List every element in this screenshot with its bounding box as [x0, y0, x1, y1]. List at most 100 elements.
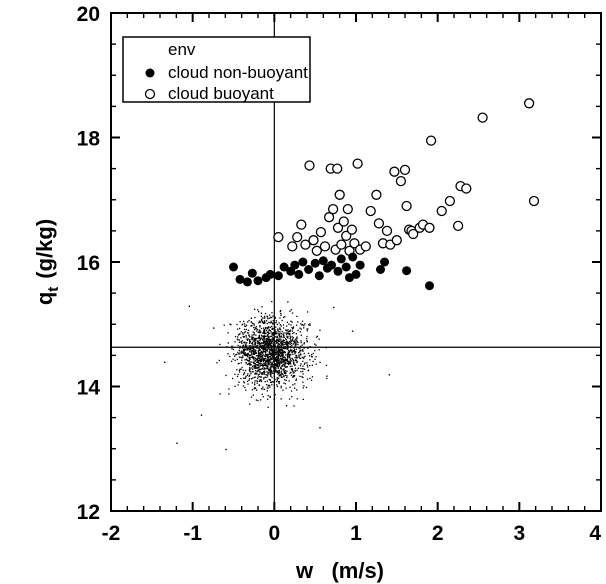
env-point — [270, 375, 272, 377]
env-point — [292, 327, 294, 329]
env-point — [242, 374, 245, 376]
env-point — [288, 331, 290, 333]
env-point — [278, 371, 280, 373]
env-point — [277, 364, 279, 366]
env-point — [234, 335, 237, 338]
env-point — [247, 352, 249, 354]
env-point — [243, 332, 246, 334]
env-point — [254, 350, 256, 353]
env-point — [263, 388, 266, 390]
env-point — [256, 373, 258, 375]
env-point — [257, 337, 259, 340]
env-point — [257, 367, 259, 369]
env-point — [284, 362, 286, 364]
env-point — [271, 328, 273, 330]
env-point — [276, 332, 278, 334]
env-point — [249, 357, 251, 359]
env-point — [266, 356, 269, 359]
env-point — [271, 362, 273, 364]
env-point — [242, 385, 244, 387]
env-point — [298, 354, 300, 356]
env-point — [263, 345, 266, 347]
env-point — [278, 343, 280, 345]
env-point — [306, 335, 308, 338]
env-point — [288, 349, 290, 351]
env-point — [260, 315, 262, 317]
env-point — [259, 364, 261, 367]
env-point — [252, 349, 254, 351]
env-point — [276, 364, 278, 366]
env-point — [295, 378, 297, 380]
env-point — [239, 353, 241, 355]
env-point — [291, 327, 293, 329]
env-point — [273, 361, 275, 363]
env-point — [287, 347, 289, 349]
env-point — [288, 323, 290, 325]
env-point — [280, 368, 282, 370]
env-point — [232, 358, 234, 360]
env-point — [254, 384, 256, 386]
env-point — [242, 344, 244, 346]
env-point — [248, 345, 250, 347]
cloud-buoyant-point — [395, 175, 407, 187]
env-point — [276, 339, 278, 341]
y-tick-label: 14 — [77, 377, 101, 400]
env-point — [255, 334, 257, 336]
env-point — [285, 339, 287, 341]
env-point — [254, 382, 256, 384]
env-point — [242, 323, 244, 325]
env-point — [291, 312, 294, 314]
env-point — [277, 380, 279, 383]
env-point — [275, 353, 277, 355]
env-point — [277, 330, 279, 332]
env-point — [248, 369, 250, 371]
env-point — [225, 448, 227, 451]
env-point — [309, 359, 311, 361]
env-point — [238, 333, 240, 335]
env-point — [285, 362, 287, 364]
cloud-nonbuoyant-point — [265, 269, 275, 279]
env-point — [252, 351, 255, 353]
env-point — [243, 372, 245, 375]
env-point — [268, 384, 270, 387]
env-point — [255, 351, 257, 353]
env-point — [283, 350, 285, 353]
env-point — [255, 355, 258, 357]
x-tick-label: -1 — [183, 522, 202, 545]
env-point — [258, 351, 260, 353]
env-point — [262, 364, 264, 366]
env-point — [288, 363, 290, 365]
env-point — [304, 323, 306, 325]
env-point — [294, 343, 296, 345]
env-point — [305, 386, 308, 389]
env-point — [289, 357, 291, 359]
env-point — [278, 375, 280, 377]
env-point — [298, 355, 300, 357]
env-point — [255, 347, 258, 349]
env-point — [276, 348, 278, 350]
env-point — [295, 355, 297, 357]
env-point — [261, 364, 263, 367]
env-point — [278, 363, 280, 365]
env-point — [270, 338, 272, 341]
env-point — [286, 345, 289, 347]
env-point — [247, 321, 249, 323]
env-point — [283, 347, 285, 349]
env-point — [281, 352, 283, 354]
env-point — [252, 377, 254, 379]
env-point — [276, 336, 278, 338]
env-point — [245, 354, 247, 356]
env-point — [299, 357, 301, 359]
env-point — [233, 353, 235, 355]
env-point — [304, 355, 306, 357]
env-point — [279, 340, 281, 342]
env-point — [264, 329, 266, 331]
env-point — [282, 355, 284, 357]
env-point — [264, 376, 266, 378]
env-point — [240, 356, 242, 358]
env-point — [287, 361, 290, 363]
env-point — [306, 311, 309, 313]
env-point — [262, 360, 264, 363]
env-point — [254, 349, 256, 351]
env-point — [272, 346, 274, 348]
